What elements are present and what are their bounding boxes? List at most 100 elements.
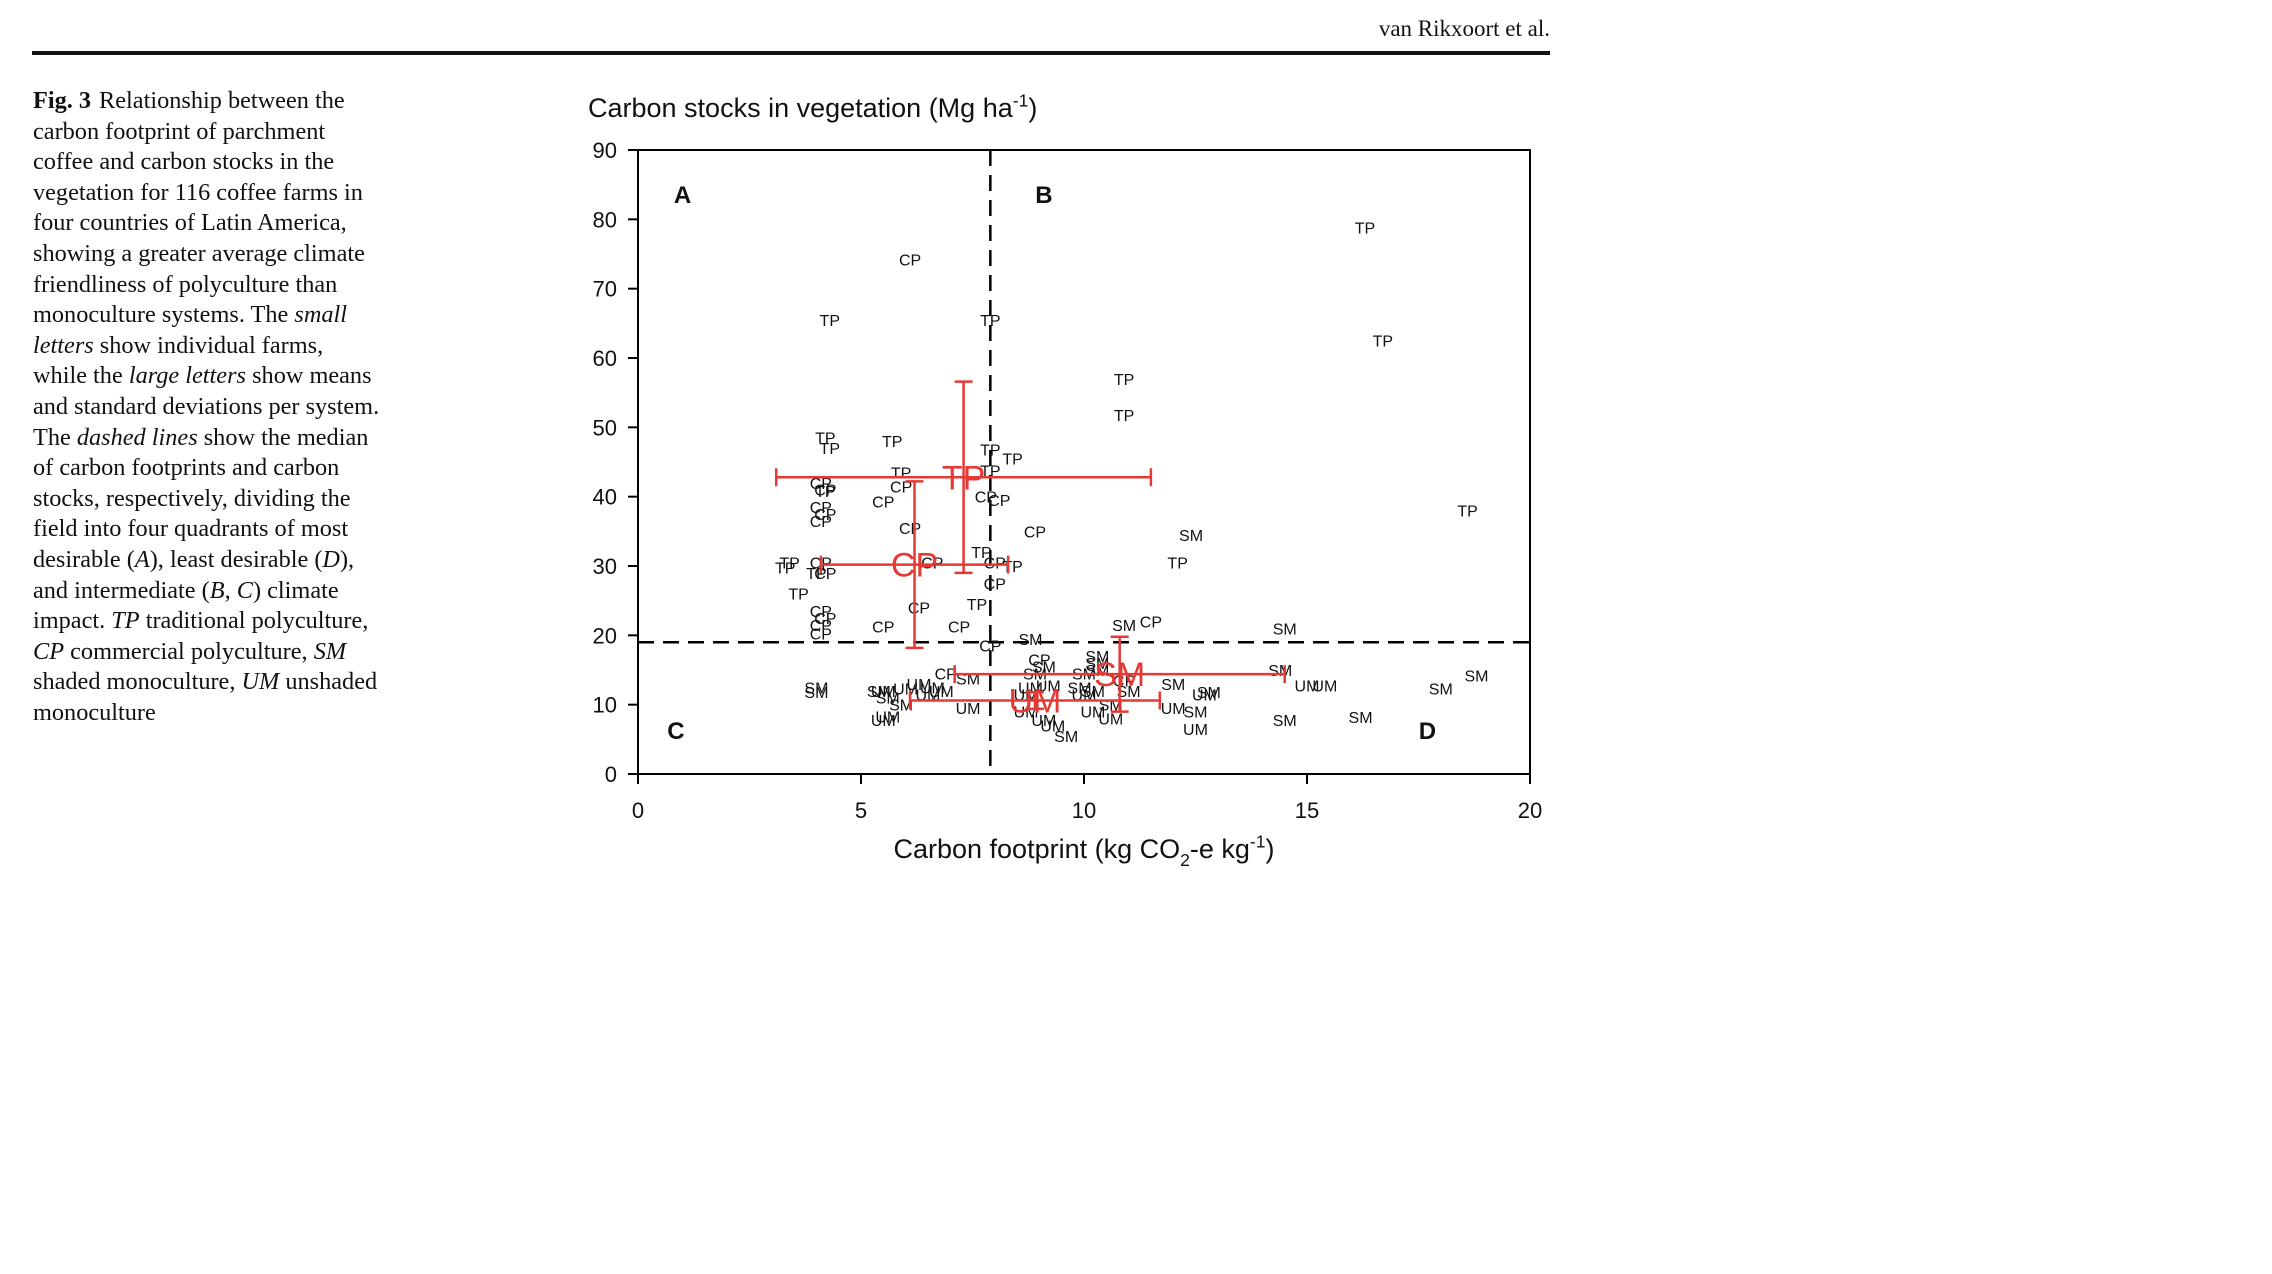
farm-point-tp: TP [1373,334,1393,351]
y-tick-label: 60 [593,346,617,371]
farm-point-tp: TP [967,597,987,614]
farm-point-um: UM [929,684,954,701]
farm-point-tp: TP [980,443,1000,460]
farm-point-tp: TP [1167,556,1187,573]
farm-point-um: UM [1080,705,1105,722]
farm-point-cp: CP [935,666,957,683]
farm-point-um: UM [1312,678,1337,695]
farm-point-tp: TP [820,313,840,330]
farm-point-cp: CP [814,483,836,500]
caption-segment: ), least desirable ( [149,545,323,573]
caption-segment: , [224,576,237,604]
caption-segment: large letters [128,362,247,390]
caption-segment: show means and standard deviations per s… [33,362,380,451]
x-tick-label: 20 [1518,798,1542,823]
farm-point-tp: TP [815,431,835,448]
farm-point-cp: CP [1140,614,1162,631]
caption-segment: B [209,576,225,604]
caption-segment: ) climate impact. [33,576,339,635]
farm-point-tp: TP [1457,504,1477,521]
farm-point-tp: TP [775,560,795,577]
farm-point-um: UM [1040,718,1065,735]
caption-segment: CP [33,637,65,665]
farm-point-sm: SM [1085,649,1109,666]
figure-label: Fig. 3 [33,87,92,114]
caption-segment: dashed lines [76,423,198,451]
caption-body: Relationship between the carbon footprin… [33,87,379,726]
farm-point-tp: TP [980,313,1000,330]
caption-segment: show the median of carbon footprints and… [33,423,369,573]
y-tick-label: 90 [593,138,617,163]
caption-segment: UM [241,668,280,696]
farm-point-tp: TP [971,545,991,562]
farm-point-cp: CP [899,253,921,270]
farm-point-sm: SM [1184,705,1208,722]
running-head: van Rikxoort et al. [1378,16,1550,41]
farm-point-sm: SM [1085,656,1109,673]
farm-point-tp: TP [1002,452,1022,469]
farm-point-sm: SM [1112,618,1136,635]
y-tick-label: 40 [593,485,617,510]
farm-point-sm: SM [1018,632,1042,649]
farm-point-cp: CP [1028,653,1050,670]
median-lines [638,150,1530,774]
farm-point-cp: CP [908,601,930,618]
farm-point-tp: TP [1355,221,1375,238]
mean-label: UM [1008,683,1061,721]
caption-segment: D [322,545,340,573]
farm-point-sm: SM [889,698,913,715]
caption-segment: SM [313,637,347,665]
farm-point-sm: SM [956,671,980,688]
x-tick-label: 15 [1295,798,1319,823]
mean-label: SM [1094,656,1145,694]
farm-point-cp: CP [948,619,970,636]
caption-segment: A [134,545,150,573]
x-axis-title: Carbon footprint (kg CO2​-e kg-1) [893,832,1274,870]
farm-point-sm: SM [1429,682,1453,699]
farm-point-sm: SM [804,680,828,697]
farm-point-cp: CP [814,566,836,583]
y-tick-label: 70 [593,277,617,302]
caption-segment: commercial polyculture, [64,637,314,665]
caption-segment: TP [111,607,140,635]
y-tick-label: 0 [605,762,617,787]
y-tick-label: 30 [593,554,617,579]
farm-point-cp: CP [814,507,836,524]
farm-point-sm: SM [1273,621,1297,638]
chart-axes: 0 10 20 30 40 50 60 70 80 90 0 5 10 15 20 [593,138,1543,823]
caption-segment: unshaded monoculture [33,668,378,726]
farm-point-tp: TP [779,556,799,573]
y-tick-label: 10 [593,693,617,718]
mean-sm: SM [953,635,1286,713]
farm-point-um: UM [920,680,945,697]
farm-point-cp: CP [814,611,836,628]
x-tick-label: 10 [1072,798,1096,823]
caption-segment: traditional polyculture, [139,607,369,635]
farm-point-cp: CP [984,576,1006,593]
farm-point-tp: TP [815,484,835,501]
farm-point-sm: SM [1117,684,1141,701]
y-tick-label: 20 [593,623,617,648]
x-tick-label: 5 [855,798,867,823]
figure-caption: Fig. 3 Relationship between the carbon fo… [33,86,383,728]
farm-point-tp: TP [1114,372,1134,389]
farm-point-sm: SM [1032,660,1056,677]
farm-point-um: UM [1295,678,1320,695]
farm-point-cp: CP [988,493,1010,510]
farm-point-um: UM [875,709,900,726]
farm-point-cp: CP [890,479,912,496]
farm-point-um: UM [1098,712,1123,729]
farm-point-um: UM [956,701,981,718]
mean-label: TP [942,459,985,497]
chart-title-text: Carbon stocks in vegetation (Mg ha-1) [588,91,1037,123]
quadrant-label-a: A [674,182,691,209]
x-tick-label: 0 [632,798,644,823]
farm-point-um: UM [893,682,918,699]
farm-point-cp: CP [810,500,832,517]
caption-text: Fig. 3 Relationship between the carbon fo… [33,86,383,728]
chart-title: Carbon stocks in vegetation (Mg ha-1) [588,91,1037,123]
y-tick-label: 50 [593,415,617,440]
scatter-chart: Carbon stocks in vegetation (Mg ha-1) 0 1… [588,91,1543,870]
farm-point-cp: CP [1024,524,1046,541]
